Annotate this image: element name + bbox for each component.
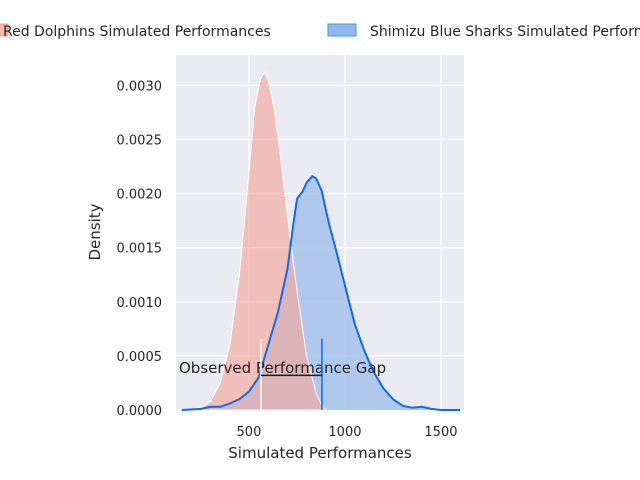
y-tick-label: 0.0015 bbox=[117, 242, 163, 257]
blue-density-line bbox=[181, 174, 461, 411]
x-tick-label: 1500 bbox=[424, 425, 457, 440]
y-tick-label: 0.0005 bbox=[117, 350, 163, 365]
x-tick-labels: 500 1000 1500 bbox=[237, 425, 458, 440]
blue-density-area bbox=[181, 176, 461, 410]
y-tick-label: 0.0025 bbox=[117, 133, 163, 148]
y-tick-label: 0.0010 bbox=[117, 296, 163, 311]
y-tick-label: 0.0030 bbox=[117, 79, 163, 94]
annotation-label: Observed Performance Gap bbox=[179, 359, 386, 377]
legend-swatch-blue bbox=[327, 23, 357, 37]
density-areas bbox=[181, 71, 461, 411]
y-tick-label: 0.0000 bbox=[117, 404, 163, 419]
legend-label-blue: Shimizu Blue Sharks Simulated Performanc… bbox=[370, 24, 640, 40]
legend-label-red: Red Dolphins Simulated Performances bbox=[3, 24, 271, 40]
x-axis-label: Simulated Performances bbox=[228, 444, 412, 462]
y-tick-label: 0.0020 bbox=[117, 188, 163, 203]
x-tick-label: 500 bbox=[237, 425, 262, 440]
y-tick-labels: 0.0000 0.0005 0.0010 0.0015 0.0020 0.0025 0.00… bbox=[117, 79, 163, 419]
y-axis-label: Density bbox=[86, 203, 104, 260]
x-tick-label: 1000 bbox=[328, 425, 361, 440]
red-density-area bbox=[187, 71, 327, 411]
legend-swatch-red bbox=[0, 23, 9, 37]
legend: Red Dolphins Simulated Performances Shim… bbox=[0, 23, 640, 40]
gap-annotation: Observed Performance Gap bbox=[179, 338, 386, 410]
